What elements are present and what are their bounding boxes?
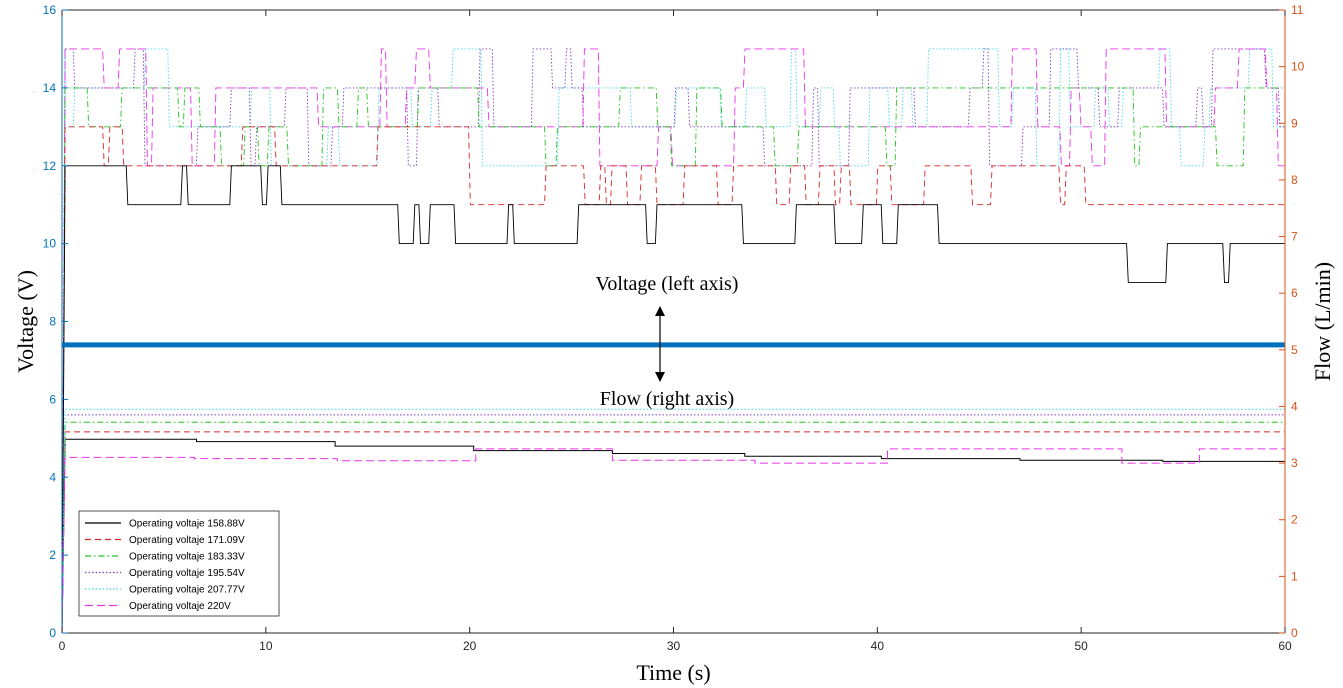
legend-entry-0: Operating voltaje 158.88V (129, 519, 245, 530)
y-left-tick-label: 16 (43, 3, 57, 17)
y-right-tick-label: 3 (1291, 456, 1298, 470)
x-tick-label: 0 (59, 639, 66, 653)
x-tick-label: 20 (463, 639, 477, 653)
y-right-tick-label: 0 (1291, 626, 1298, 640)
y-left-axis-label: Voltage (V) (13, 270, 38, 373)
legend-entry-5: Operating voltaje 220V (129, 601, 231, 612)
legend-entry-4: Operating voltaje 207.77V (129, 585, 245, 596)
y-right-tick-label: 8 (1291, 173, 1298, 187)
annotation-flow: Flow (right axis) (600, 388, 734, 410)
y-left-tick-label: 10 (43, 237, 57, 251)
x-tick-label: 60 (1278, 639, 1292, 653)
x-tick-label: 30 (667, 639, 681, 653)
y-right-tick-label: 5 (1291, 343, 1298, 357)
y-right-axis-label: Flow (L/min) (1310, 262, 1335, 381)
y-right-tick-label: 9 (1291, 116, 1298, 130)
voltage-line-5 (62, 48, 1285, 633)
y-left-tick-label: 8 (49, 315, 56, 329)
annotation-arrow-up (655, 306, 665, 316)
flow-line-4 (62, 408, 1285, 633)
y-right-tick-label: 4 (1291, 399, 1298, 413)
y-right-tick-label: 6 (1291, 286, 1298, 300)
voltage-line-1 (62, 126, 1285, 633)
annotation-voltage: Voltage (left axis) (596, 273, 739, 295)
y-right-tick-label: 10 (1291, 60, 1305, 74)
voltage-line-0 (62, 165, 1285, 633)
y-right-tick-label: 7 (1291, 230, 1298, 244)
x-tick-label: 40 (871, 639, 885, 653)
y-right-tick-label: 11 (1291, 3, 1304, 17)
y-right-tick-label: 1 (1291, 569, 1298, 583)
flow-line-0 (62, 438, 1285, 633)
legend-entry-1: Operating voltaje 171.09V (129, 535, 245, 546)
y-left-tick-label: 0 (49, 626, 56, 640)
annotation-arrow-down (655, 372, 665, 382)
flow-line-5 (62, 448, 1285, 633)
y-left-tick-label: 6 (49, 392, 56, 406)
y-left-tick-label: 4 (49, 470, 56, 484)
legend-box (78, 510, 280, 617)
x-tick-label: 50 (1074, 639, 1088, 653)
y-left-tick-label: 14 (43, 81, 57, 95)
voltage-line-2 (62, 87, 1285, 633)
x-axis-label: Time (s) (636, 660, 710, 685)
y-left-tick-label: 2 (49, 548, 56, 562)
y-left-tick-label: 12 (43, 159, 57, 173)
legend-entry-2: Operating voltaje 183.33V (129, 552, 245, 563)
legend-entry-3: Operating voltaje 195.54V (129, 568, 245, 579)
x-tick-label: 10 (259, 639, 273, 653)
y-right-tick-label: 2 (1291, 513, 1298, 527)
